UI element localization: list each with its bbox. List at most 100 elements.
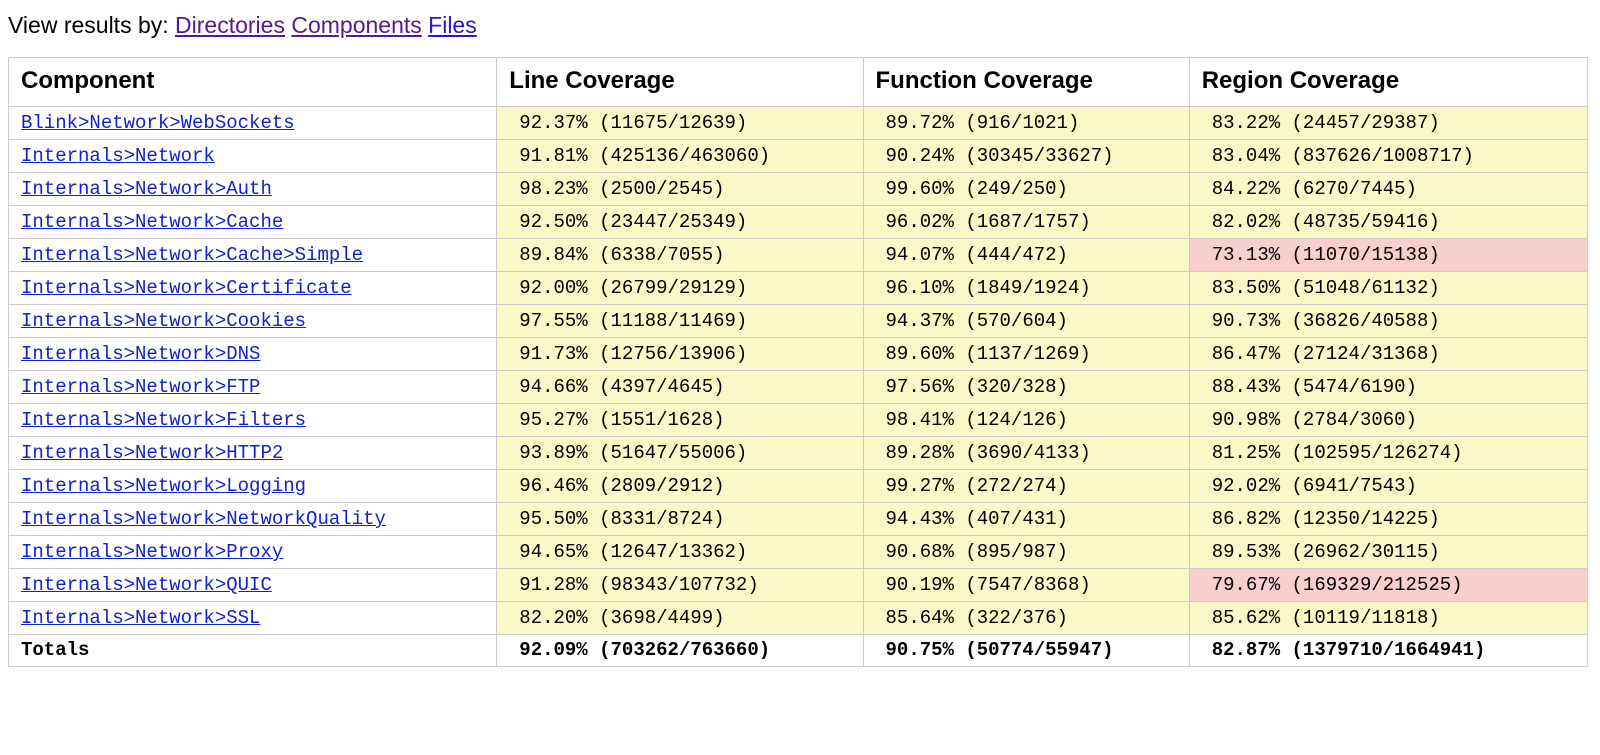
view-results-by: View results by: Directories Components … xyxy=(8,12,1588,39)
region-coverage-cell: 86.82% (12350/14225) xyxy=(1189,503,1587,536)
component-cell: Internals>Network>QUIC xyxy=(9,569,497,602)
region-coverage-cell: 86.47% (27124/31368) xyxy=(1189,338,1587,371)
table-row: Internals>Network>Cache>Simple 89.84% (63… xyxy=(9,239,1588,272)
table-row: Internals>Network 91.81% (425136/463060)9… xyxy=(9,140,1588,173)
region-coverage-cell: 79.67% (169329/212525) xyxy=(1189,569,1587,602)
function-coverage-cell: 90.24% (30345/33627) xyxy=(863,140,1189,173)
function-coverage-cell: 98.41% (124/126) xyxy=(863,404,1189,437)
region-coverage-cell: 82.02% (48735/59416) xyxy=(1189,206,1587,239)
table-row: Internals>Network>Proxy94.65% (12647/133… xyxy=(9,536,1588,569)
region-coverage-cell: 90.98% (2784/3060) xyxy=(1189,404,1587,437)
table-row: Internals>Network>QUIC 91.28% (98343/1077… xyxy=(9,569,1588,602)
region-coverage-cell: 92.02% (6941/7543) xyxy=(1189,470,1587,503)
function-coverage-cell: 89.28% (3690/4133) xyxy=(863,437,1189,470)
component-link[interactable]: Internals>Network>Filters xyxy=(21,409,306,431)
function-coverage-cell: 94.07% (444/472) xyxy=(863,239,1189,272)
component-cell: Blink>Network>WebSockets xyxy=(9,107,497,140)
coverage-table: Component Line Coverage Function Coverag… xyxy=(8,57,1588,667)
component-cell: Internals>Network xyxy=(9,140,497,173)
component-link[interactable]: Internals>Network>Logging xyxy=(21,475,306,497)
view-by-link-files[interactable]: Files xyxy=(428,12,477,38)
region-coverage-cell: 85.62% (10119/11818) xyxy=(1189,602,1587,635)
col-component: Component xyxy=(9,58,497,107)
component-link[interactable]: Blink>Network>WebSockets xyxy=(21,112,295,134)
function-coverage-cell: 94.37% (570/604) xyxy=(863,305,1189,338)
view-by-link-components[interactable]: Components xyxy=(291,12,421,38)
region-coverage-cell: 73.13% (11070/15138) xyxy=(1189,239,1587,272)
col-line-coverage: Line Coverage xyxy=(497,58,863,107)
component-cell: Internals>Network>Filters xyxy=(9,404,497,437)
col-function-coverage: Function Coverage xyxy=(863,58,1189,107)
component-link[interactable]: Internals>Network>QUIC xyxy=(21,574,272,596)
line-coverage-cell: 94.66% (4397/4645) xyxy=(497,371,863,404)
function-coverage-cell: 90.68% (895/987) xyxy=(863,536,1189,569)
component-cell: Internals>Network>Auth xyxy=(9,173,497,206)
view-results-by-label: View results by: xyxy=(8,12,175,38)
component-cell: Internals>Network>HTTP2 xyxy=(9,437,497,470)
component-cell: Internals>Network>FTP xyxy=(9,371,497,404)
component-link[interactable]: Internals>Network>Auth xyxy=(21,178,272,200)
table-row: Internals>Network>HTTP2 93.89% (51647/550… xyxy=(9,437,1588,470)
component-link[interactable]: Internals>Network>Cookies xyxy=(21,310,306,332)
function-coverage-cell: 89.60% (1137/1269) xyxy=(863,338,1189,371)
totals-row: Totals92.09% (703262/763660)90.75% (5077… xyxy=(9,635,1588,667)
col-region-coverage: Region Coverage xyxy=(1189,58,1587,107)
function-coverage-cell: 99.27% (272/274) xyxy=(863,470,1189,503)
table-row: Internals>Network>Auth 98.23% (2500/2545)… xyxy=(9,173,1588,206)
line-coverage-cell: 92.00% (26799/29129) xyxy=(497,272,863,305)
line-coverage-cell: 97.55% (11188/11469) xyxy=(497,305,863,338)
table-row: Internals>Network>Cookies 97.55% (11188/1… xyxy=(9,305,1588,338)
table-header-row: Component Line Coverage Function Coverag… xyxy=(9,58,1588,107)
region-coverage-cell: 83.50% (51048/61132) xyxy=(1189,272,1587,305)
function-coverage-cell: 97.56% (320/328) xyxy=(863,371,1189,404)
component-link[interactable]: Internals>Network>Cache xyxy=(21,211,283,233)
line-coverage-cell: 82.20% (3698/4499) xyxy=(497,602,863,635)
line-coverage-cell: 96.46% (2809/2912) xyxy=(497,470,863,503)
component-link[interactable]: Internals>Network>HTTP2 xyxy=(21,442,283,464)
component-link[interactable]: Internals>Network>FTP xyxy=(21,376,260,398)
totals-label: Totals xyxy=(9,635,497,667)
function-coverage-cell: 89.72% (916/1021) xyxy=(863,107,1189,140)
line-coverage-cell: 91.81% (425136/463060) xyxy=(497,140,863,173)
table-row: Internals>Network>DNS 91.73% (12756/13906… xyxy=(9,338,1588,371)
table-row: Internals>Network>SSL 82.20% (3698/4499) 8… xyxy=(9,602,1588,635)
region-coverage-cell: 88.43% (5474/6190) xyxy=(1189,371,1587,404)
function-coverage-cell: 94.43% (407/431) xyxy=(863,503,1189,536)
table-row: Internals>Network>Cache 92.50% (23447/253… xyxy=(9,206,1588,239)
component-cell: Internals>Network>Cache xyxy=(9,206,497,239)
line-coverage-cell: 91.28% (98343/107732) xyxy=(497,569,863,602)
line-coverage-cell: 95.50% (8331/8724) xyxy=(497,503,863,536)
table-row: Internals>Network>Certificate 92.00% (267… xyxy=(9,272,1588,305)
component-link[interactable]: Internals>Network>Certificate xyxy=(21,277,352,299)
function-coverage-cell: 96.10% (1849/1924) xyxy=(863,272,1189,305)
view-by-link-directories[interactable]: Directories xyxy=(175,12,285,38)
region-coverage-cell: 83.04% (837626/1008717) xyxy=(1189,140,1587,173)
region-coverage-cell: 81.25% (102595/126274) xyxy=(1189,437,1587,470)
region-coverage-cell: 90.73% (36826/40588) xyxy=(1189,305,1587,338)
component-link[interactable]: Internals>Network xyxy=(21,145,215,167)
line-coverage-cell: 92.50% (23447/25349) xyxy=(497,206,863,239)
component-cell: Internals>Network>SSL xyxy=(9,602,497,635)
table-row: Blink>Network>WebSockets92.37% (11675/12… xyxy=(9,107,1588,140)
line-coverage-cell: 91.73% (12756/13906) xyxy=(497,338,863,371)
table-row: Internals>Network>FTP 94.66% (4397/4645)9… xyxy=(9,371,1588,404)
component-link[interactable]: Internals>Network>NetworkQuality xyxy=(21,508,386,530)
totals-line: 92.09% (703262/763660) xyxy=(497,635,863,667)
table-row: Internals>Network>Filters 95.27% (1551/16… xyxy=(9,404,1588,437)
totals-region: 82.87% (1379710/1664941) xyxy=(1189,635,1587,667)
region-coverage-cell: 83.22% (24457/29387) xyxy=(1189,107,1587,140)
line-coverage-cell: 93.89% (51647/55006) xyxy=(497,437,863,470)
component-link[interactable]: Internals>Network>DNS xyxy=(21,343,260,365)
component-cell: Internals>Network>Certificate xyxy=(9,272,497,305)
table-row: Internals>Network>Logging 96.46% (2809/29… xyxy=(9,470,1588,503)
component-link[interactable]: Internals>Network>Cache>Simple xyxy=(21,244,363,266)
line-coverage-cell: 89.84% (6338/7055) xyxy=(497,239,863,272)
line-coverage-cell: 98.23% (2500/2545) xyxy=(497,173,863,206)
component-link[interactable]: Internals>Network>Proxy xyxy=(21,541,283,563)
table-row: Internals>Network>NetworkQuality 95.50% (… xyxy=(9,503,1588,536)
region-coverage-cell: 89.53% (26962/30115) xyxy=(1189,536,1587,569)
function-coverage-cell: 99.60% (249/250) xyxy=(863,173,1189,206)
component-cell: Internals>Network>Proxy xyxy=(9,536,497,569)
component-link[interactable]: Internals>Network>SSL xyxy=(21,607,260,629)
line-coverage-cell: 95.27% (1551/1628) xyxy=(497,404,863,437)
